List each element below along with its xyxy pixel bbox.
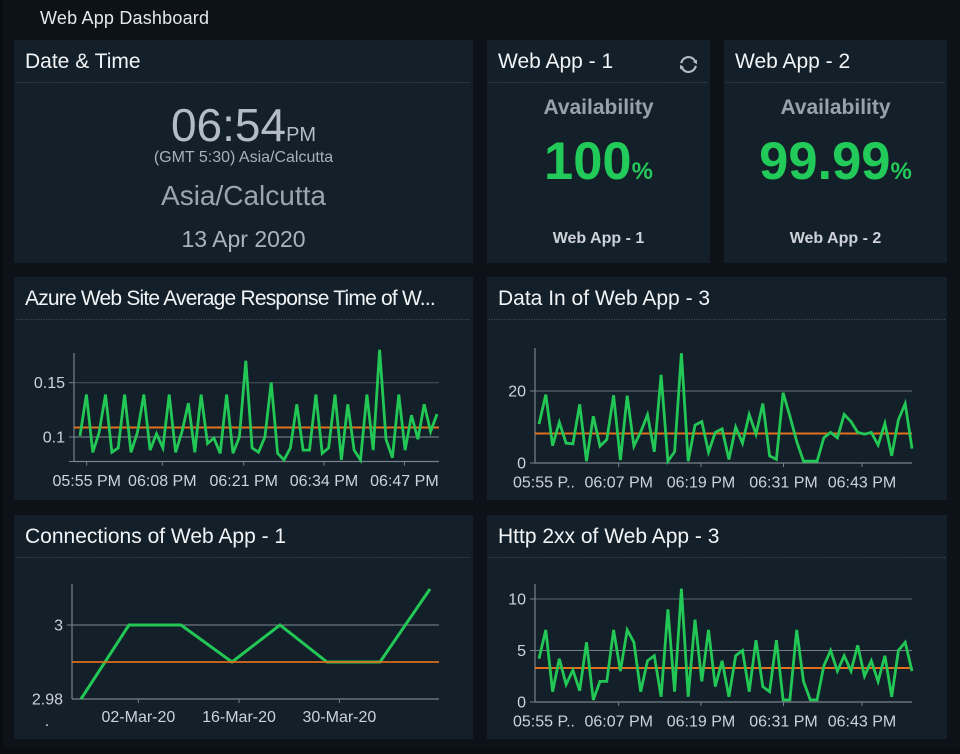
svg-text:05:55 P..: 05:55 P..: [513, 714, 575, 731]
svg-text:06:07 PM: 06:07 PM: [584, 714, 652, 731]
svg-text:06:08 PM: 06:08 PM: [128, 473, 196, 490]
svg-text:06:31 PM: 06:31 PM: [749, 475, 817, 492]
svg-text:06:47 PM: 06:47 PM: [370, 473, 438, 490]
svg-text:5: 5: [517, 643, 526, 660]
svg-text:06:21 PM: 06:21 PM: [209, 473, 277, 490]
svg-text:16-Mar-20: 16-Mar-20: [202, 709, 276, 726]
svg-text:02-Mar-20: 02-Mar-20: [101, 709, 175, 726]
svg-text:30-Mar-20: 30-Mar-20: [302, 709, 376, 726]
svg-text:10: 10: [508, 592, 526, 609]
svg-text:06:43 PM: 06:43 PM: [828, 475, 896, 492]
svg-text:06:31 PM: 06:31 PM: [749, 714, 817, 731]
svg-text:0.15: 0.15: [34, 375, 65, 392]
svg-text:0.1: 0.1: [43, 430, 65, 447]
svg-text:06:07 PM: 06:07 PM: [584, 475, 652, 492]
svg-text:0: 0: [517, 456, 526, 473]
svg-text:05:55 P..: 05:55 P..: [513, 475, 575, 492]
svg-text:20: 20: [508, 384, 526, 401]
svg-text:3: 3: [54, 618, 63, 635]
svg-text:06:19 PM: 06:19 PM: [667, 714, 735, 731]
svg-text:06:34 PM: 06:34 PM: [290, 473, 358, 490]
svg-text:06:19 PM: 06:19 PM: [667, 475, 735, 492]
svg-text:05:55 PM: 05:55 PM: [52, 473, 120, 490]
svg-text:0: 0: [517, 695, 526, 712]
svg-text:2.98: 2.98: [32, 692, 63, 709]
svg-text:.: .: [45, 713, 49, 730]
svg-text:06:43 PM: 06:43 PM: [828, 714, 896, 731]
